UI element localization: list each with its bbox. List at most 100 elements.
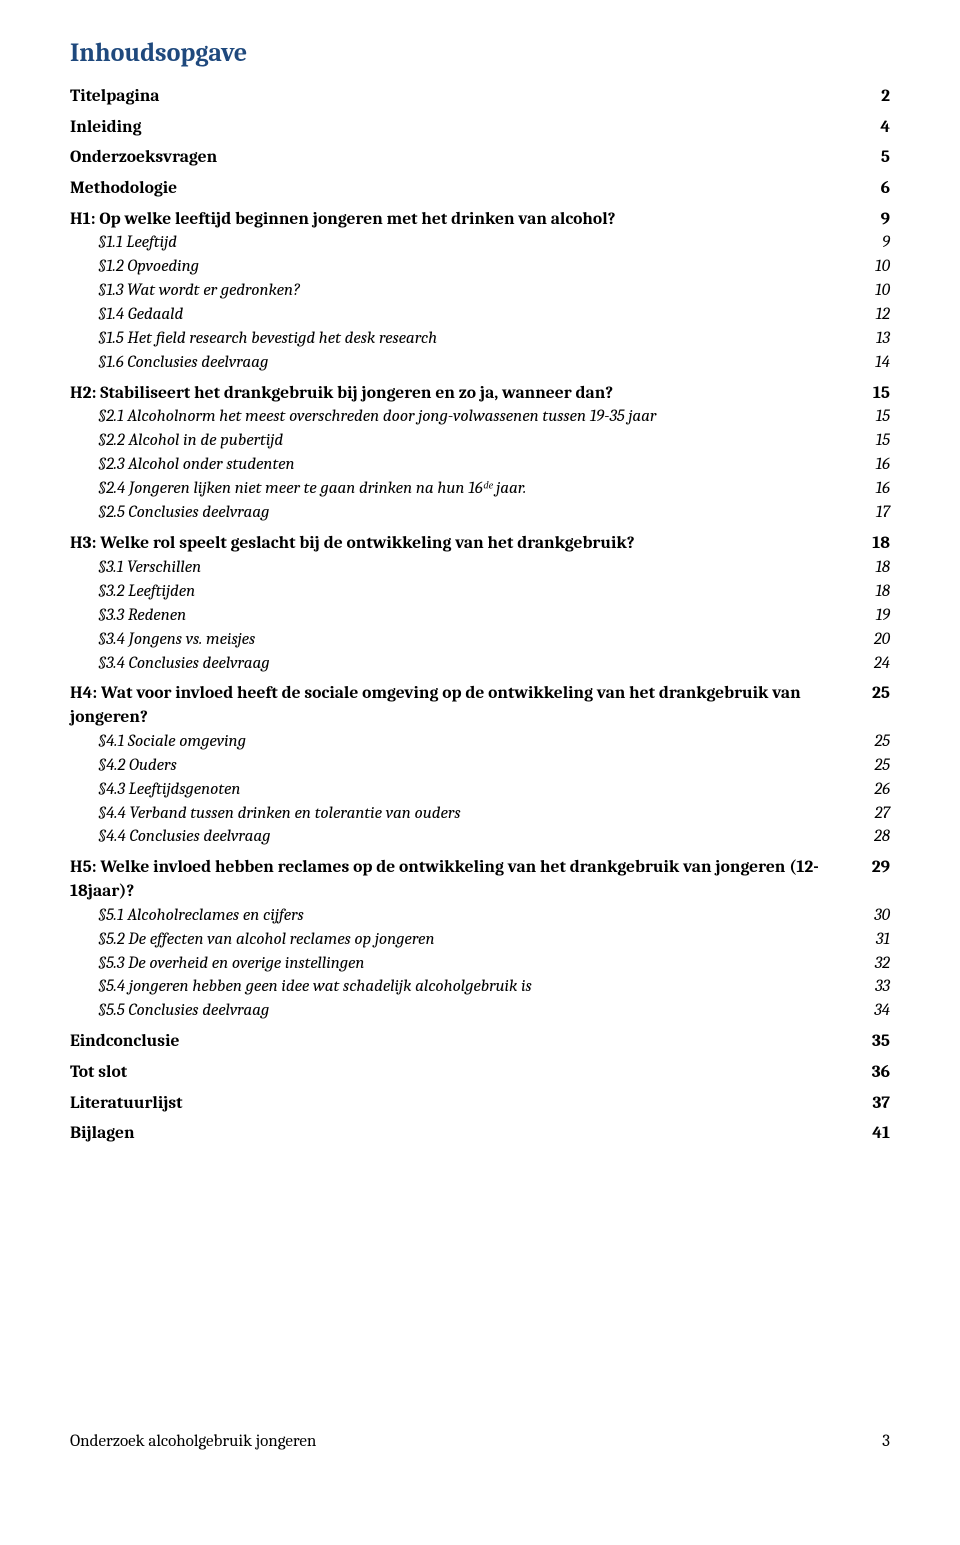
toc-entry-page: 12 (860, 304, 890, 327)
toc-entry-sub: §4.4 Conclusies deelvraag28 (70, 826, 890, 849)
toc-entry-label: H3: Welke rol speelt geslacht bij de ont… (70, 532, 860, 556)
toc-entry-label: Bijlagen (70, 1122, 860, 1146)
toc-entry-sub: §2.5 Conclusies deelvraag17 (70, 502, 890, 525)
toc-entry-page: 10 (860, 280, 890, 303)
toc-entry-label: §4.3 Leeftijdsgenoten (98, 779, 860, 802)
toc-entry-page: 25 (860, 755, 890, 778)
toc-entry-heading: H3: Welke rol speelt geslacht bij de ont… (70, 532, 890, 556)
toc-entry-page: 15 (860, 406, 890, 429)
toc-entry-page: 18 (860, 581, 890, 604)
toc-entry-page: 34 (860, 1000, 890, 1023)
toc-entry-sub: §1.1 Leeftijd9 (70, 232, 890, 255)
toc-entry-sub: §2.2 Alcohol in de pubertijd15 (70, 430, 890, 453)
toc-entry-page: 41 (860, 1122, 890, 1146)
toc-entry-sub: §4.3 Leeftijdsgenoten26 (70, 779, 890, 802)
toc-entry-label: §3.4 Conclusies deelvraag (98, 653, 860, 676)
toc-entry-sub: §1.4 Gedaald12 (70, 304, 890, 327)
toc-entry-page: 9 (860, 232, 890, 255)
toc-entry-page: 25 (860, 731, 890, 754)
toc-entry-sub: §1.6 Conclusies deelvraag14 (70, 352, 890, 375)
toc-entry-label: §3.3 Redenen (98, 605, 860, 628)
toc-entry-label: H4: Wat voor invloed heeft de sociale om… (70, 682, 860, 729)
toc-entry-sub: §2.4 Jongeren lijken niet meer te gaan d… (70, 478, 890, 501)
toc-entry-page: 30 (860, 905, 890, 928)
toc-entry-page: 13 (860, 328, 890, 351)
toc-entry-label: §5.3 De overheid en overige instellingen (98, 953, 860, 976)
toc-entry-page: 16 (860, 454, 890, 477)
toc-entry-page: 2 (860, 85, 890, 109)
toc-entry-heading: Eindconclusie35 (70, 1030, 890, 1054)
toc-entry-label: H5: Welke invloed hebben reclames op de … (70, 856, 860, 903)
footer-title: Onderzoek alcoholgebruik jongeren (70, 1431, 316, 1454)
toc-entry-label: Inleiding (70, 116, 860, 140)
toc-entry-page: 24 (860, 653, 890, 676)
toc-entry-page: 29 (860, 856, 890, 880)
toc-entry-page: 26 (860, 779, 890, 802)
toc-entry-label: H1: Op welke leeftijd beginnen jongeren … (70, 208, 860, 232)
toc-entry-sub: §3.4 Jongens vs. meisjes20 (70, 629, 890, 652)
toc-entry-sub: §5.2 De effecten van alcohol reclames op… (70, 929, 890, 952)
toc-entry-page: 31 (860, 929, 890, 952)
toc-entry-heading: H1: Op welke leeftijd beginnen jongeren … (70, 208, 890, 232)
toc-entry-sub: §4.1 Sociale omgeving25 (70, 731, 890, 754)
toc-entry-page: 33 (860, 976, 890, 999)
toc-entry-heading: Onderzoeksvragen5 (70, 146, 890, 170)
toc-entry-page: 36 (860, 1061, 890, 1085)
toc-entry-label: §3.4 Jongens vs. meisjes (98, 629, 860, 652)
toc-entry-page: 32 (860, 953, 890, 976)
toc-entry-page: 15 (860, 382, 890, 406)
toc-entry-heading: H4: Wat voor invloed heeft de sociale om… (70, 682, 890, 729)
toc-entry-label: §3.2 Leeftijden (98, 581, 860, 604)
toc-entry-page: 18 (860, 532, 890, 556)
toc-entry-sub: §3.3 Redenen19 (70, 605, 890, 628)
toc-entry-label: Titelpagina (70, 85, 860, 109)
toc-entry-sub: §2.1 Alcoholnorm het meest overschreden … (70, 406, 890, 429)
toc-entry-page: 14 (860, 352, 890, 375)
toc-entry-label: Literatuurlijst (70, 1092, 860, 1116)
toc-entry-sub: §3.2 Leeftijden18 (70, 581, 890, 604)
toc-entry-label: §1.2 Opvoeding (98, 256, 860, 279)
toc-entry-sub: §5.4 jongeren hebben geen idee wat schad… (70, 976, 890, 999)
footer-page-number: 3 (882, 1431, 890, 1454)
toc-entry-label: §5.4 jongeren hebben geen idee wat schad… (98, 976, 860, 999)
toc-entry-sub: §4.2 Ouders25 (70, 755, 890, 778)
toc-entry-heading: Tot slot36 (70, 1061, 890, 1085)
toc-entry-page: 20 (860, 629, 890, 652)
toc-entry-label: §5.2 De effecten van alcohol reclames op… (98, 929, 860, 952)
toc-entry-label: §1.4 Gedaald (98, 304, 860, 327)
toc-entry-label: §2.1 Alcoholnorm het meest overschreden … (98, 406, 860, 429)
toc-entry-page: 18 (860, 557, 890, 580)
toc-entry-sub: §5.1 Alcoholreclames en cijfers30 (70, 905, 890, 928)
toc-entry-label: Eindconclusie (70, 1030, 860, 1054)
toc-entry-page: 28 (860, 826, 890, 849)
toc-entry-page: 15 (860, 430, 890, 453)
toc-entry-page: 17 (860, 502, 890, 525)
toc-entry-sub: §2.3 Alcohol onder studenten16 (70, 454, 890, 477)
toc-entry-label: §2.3 Alcohol onder studenten (98, 454, 860, 477)
toc-entry-page: 37 (860, 1092, 890, 1116)
toc-entry-sub: §3.4 Conclusies deelvraag24 (70, 653, 890, 676)
toc-entry-page: 35 (860, 1030, 890, 1054)
toc-entry-sub: §1.3 Wat wordt er gedronken?10 (70, 280, 890, 303)
toc-entry-label: §5.5 Conclusies deelvraag (98, 1000, 860, 1023)
toc-entry-heading: Titelpagina2 (70, 85, 890, 109)
toc-entry-label: H2: Stabiliseert het drankgebruik bij jo… (70, 382, 860, 406)
toc-entry-label: §2.5 Conclusies deelvraag (98, 502, 860, 525)
toc-entry-page: 5 (860, 146, 890, 170)
toc-entry-page: 27 (860, 803, 890, 826)
toc-entry-label: §1.3 Wat wordt er gedronken? (98, 280, 860, 303)
toc-entry-label: §2.2 Alcohol in de pubertijd (98, 430, 860, 453)
toc-entry-page: 25 (860, 682, 890, 706)
toc-entry-heading: H5: Welke invloed hebben reclames op de … (70, 856, 890, 903)
toc-entry-sub: §4.4 Verband tussen drinken en toleranti… (70, 803, 890, 826)
toc-entry-sub: §1.5 Het field research bevestigd het de… (70, 328, 890, 351)
page-footer: Onderzoek alcoholgebruik jongeren 3 (70, 1431, 890, 1454)
toc-entry-heading: Literatuurlijst37 (70, 1092, 890, 1116)
toc-entry-heading: H2: Stabiliseert het drankgebruik bij jo… (70, 382, 890, 406)
toc-entry-sub: §5.3 De overheid en overige instellingen… (70, 953, 890, 976)
toc-entry-label: §1.5 Het field research bevestigd het de… (98, 328, 860, 351)
toc-entry-page: 9 (860, 208, 890, 232)
toc-entry-heading: Bijlagen41 (70, 1122, 890, 1146)
toc-entry-page: 6 (860, 177, 890, 201)
table-of-contents: Titelpagina2Inleiding4Onderzoeksvragen5M… (70, 85, 890, 1146)
